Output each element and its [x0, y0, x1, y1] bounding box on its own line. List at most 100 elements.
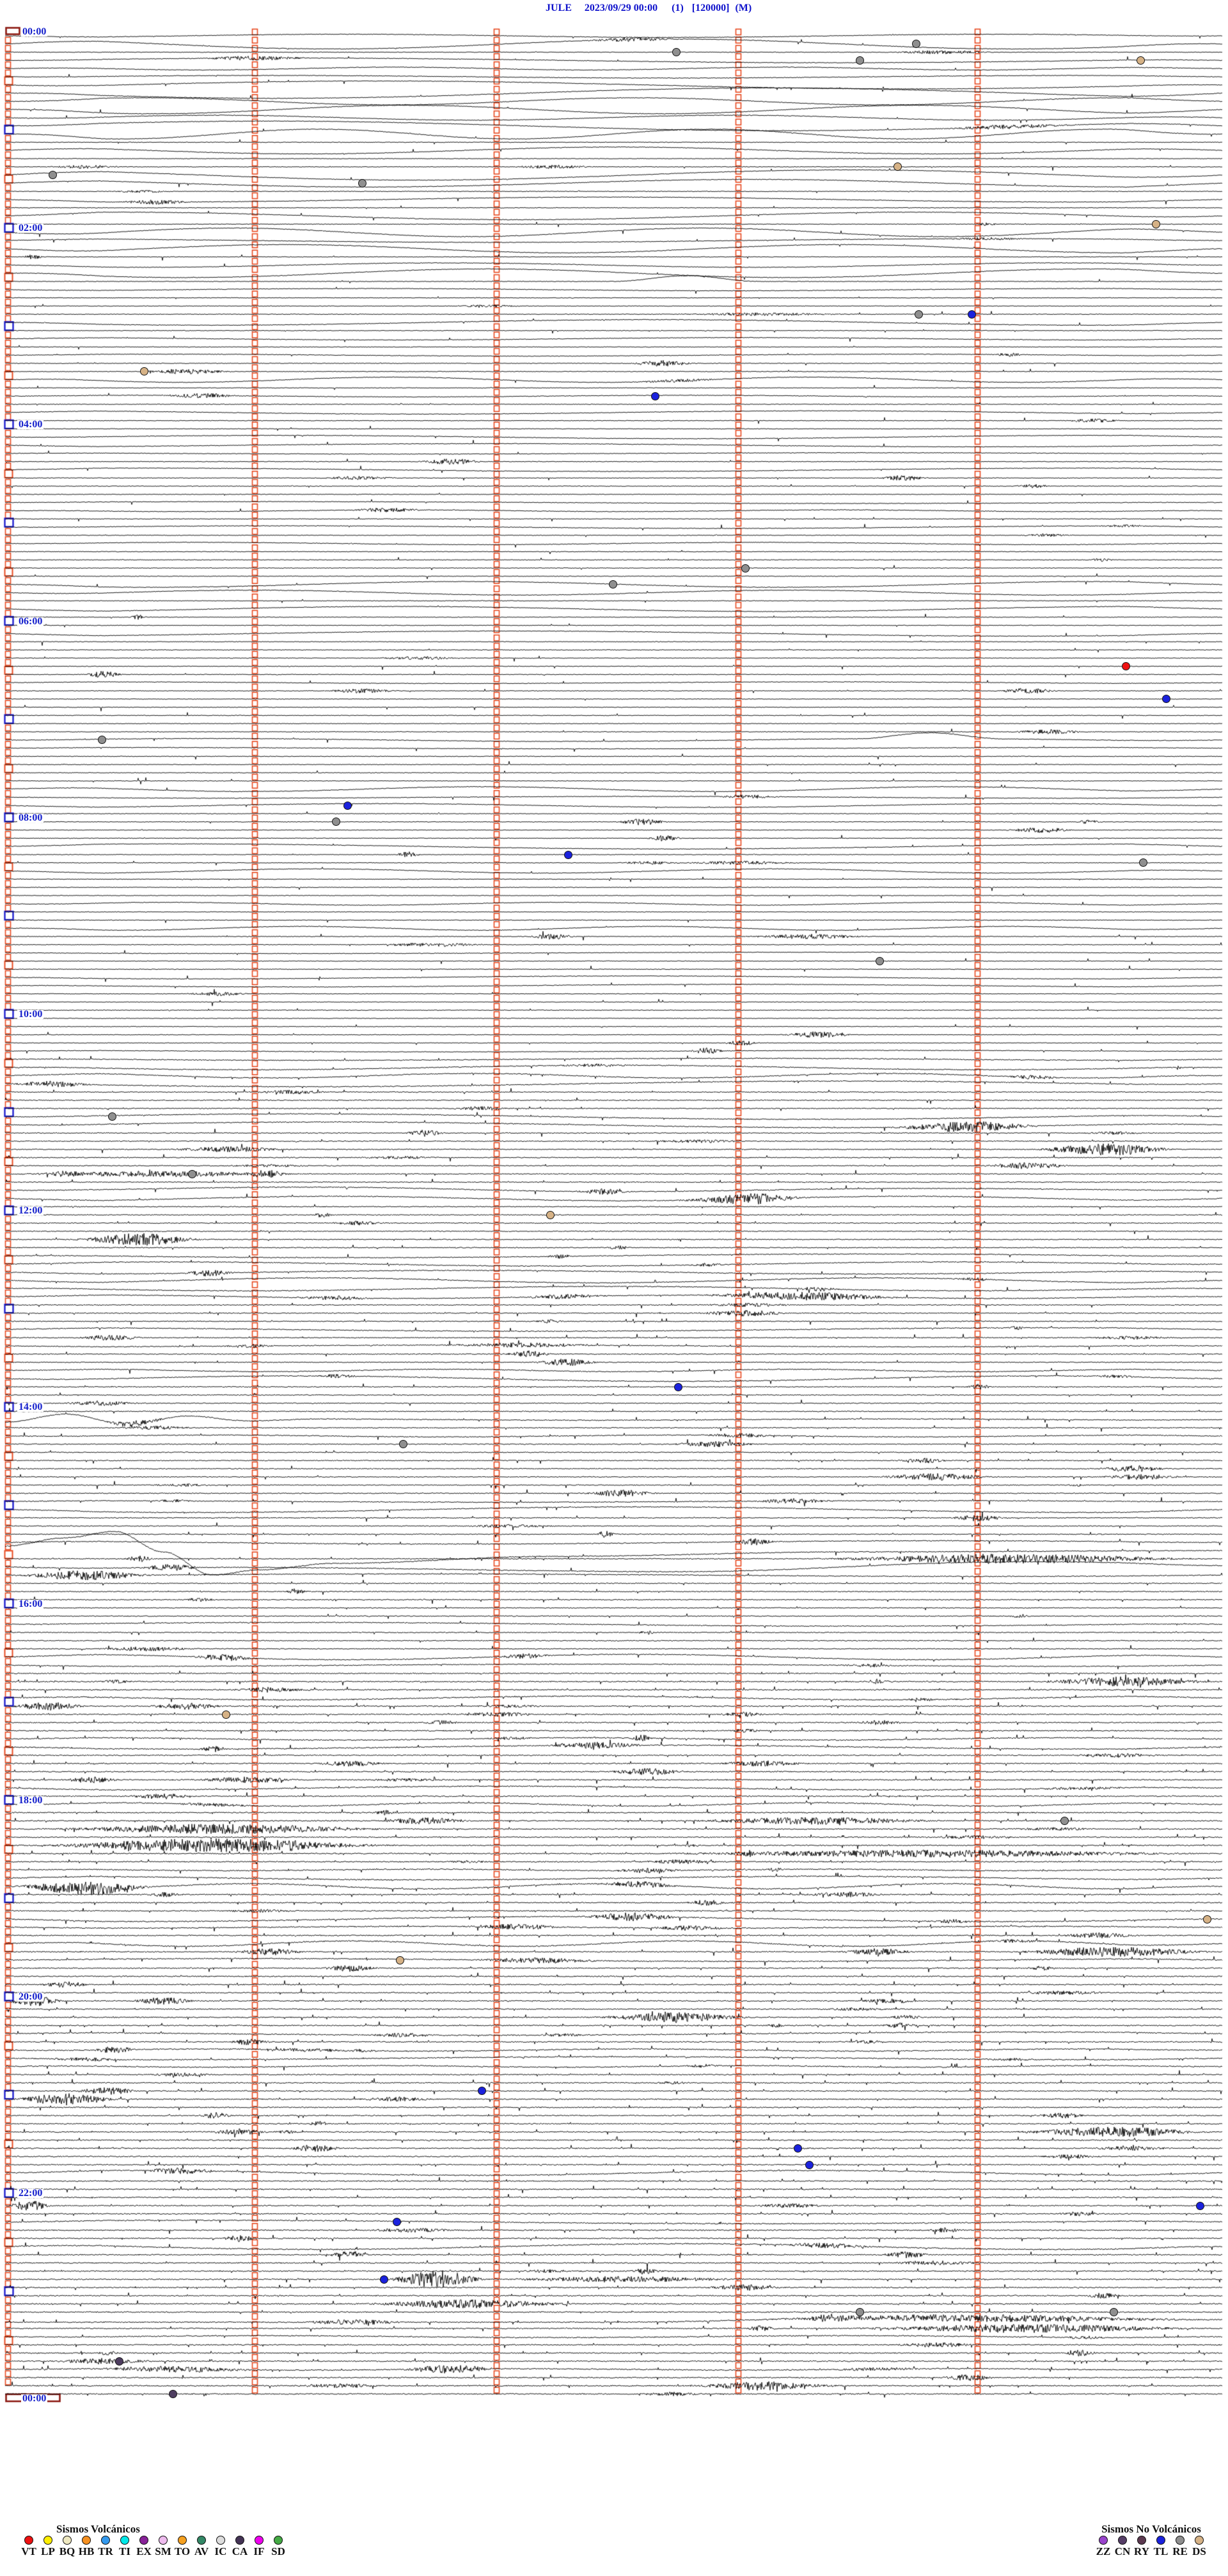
event-marker-TL[interactable]	[793, 2144, 802, 2153]
legend-item-TO: TO	[173, 2536, 192, 2558]
legend-item-EX: EX	[134, 2536, 154, 2558]
legend-swatch-BQ	[63, 2536, 72, 2545]
event-marker-RE[interactable]	[97, 736, 106, 745]
event-marker-RE[interactable]	[741, 564, 750, 573]
time-label: 02:00	[17, 223, 44, 234]
event-marker-TL[interactable]	[379, 2275, 388, 2284]
legend-swatch-DS	[1195, 2536, 1204, 2545]
legend-code: TR	[98, 2545, 113, 2557]
event-marker-DS[interactable]	[1202, 1915, 1211, 1924]
event-marker-TL[interactable]	[1161, 695, 1170, 704]
event-marker-DS[interactable]	[395, 1956, 404, 1964]
legend-code: ZZ	[1096, 2545, 1111, 2557]
event-marker-RE[interactable]	[608, 580, 617, 589]
legend-code: AV	[194, 2545, 209, 2557]
legend-code: DS	[1192, 2545, 1206, 2557]
legend-item-AV: AV	[192, 2536, 211, 2558]
legend-code: HB	[78, 2545, 95, 2557]
event-marker-RE[interactable]	[1109, 2307, 1118, 2316]
time-label: 04:00	[17, 419, 44, 431]
legend-code: TO	[174, 2545, 191, 2557]
legend-item-RY: RY	[1132, 2536, 1151, 2558]
event-marker-RE[interactable]	[398, 1440, 407, 1449]
time-label: 08:00	[17, 812, 44, 823]
event-marker-RE[interactable]	[1060, 1816, 1069, 1825]
legend-swatch-CA	[235, 2536, 244, 2545]
legend-code: CN	[1114, 2545, 1131, 2557]
event-marker-TL[interactable]	[343, 801, 352, 810]
time-label: 18:00	[17, 1794, 44, 1806]
event-marker-RE[interactable]	[672, 48, 681, 57]
legend-swatch-AV	[197, 2536, 206, 2545]
event-marker-RE[interactable]	[855, 56, 864, 65]
legend-swatch-ZZ	[1099, 2536, 1108, 2545]
event-marker-DS[interactable]	[893, 162, 902, 171]
legend-item-VT: VT	[19, 2536, 38, 2558]
time-label: 00:00	[21, 2393, 48, 2405]
legend-item-ZZ: ZZ	[1094, 2536, 1113, 2558]
event-marker-TL[interactable]	[477, 2087, 486, 2096]
event-marker-DS[interactable]	[1151, 219, 1160, 228]
event-marker-RE[interactable]	[48, 171, 57, 180]
event-marker-DS[interactable]	[221, 1710, 230, 1719]
legend-item-CA: CA	[230, 2536, 249, 2558]
event-marker-CN[interactable]	[114, 2357, 123, 2366]
event-marker-RE[interactable]	[358, 178, 366, 187]
legend-swatch-SD	[274, 2536, 283, 2545]
event-marker-TL[interactable]	[563, 850, 572, 859]
legend-item-TI: TI	[115, 2536, 134, 2558]
legend-code: TI	[119, 2545, 130, 2557]
legend-code: VT	[21, 2545, 36, 2557]
time-label: 12:00	[17, 1205, 44, 1217]
event-marker-TL[interactable]	[650, 391, 659, 400]
event-marker-TL[interactable]	[673, 1382, 682, 1391]
legend-item-HB: HB	[77, 2536, 96, 2558]
legend-non-volcanic-items: ZZ CN RY TL RE DS	[1094, 2536, 1209, 2558]
page-title: JULE 2023/09/29 00:00 (1) [120000] (M)	[546, 3, 752, 14]
legend-item-RE: RE	[1170, 2536, 1190, 2558]
event-marker-TL[interactable]	[805, 2160, 814, 2169]
event-marker-TL[interactable]	[1195, 2201, 1204, 2210]
event-marker-DS[interactable]	[1136, 56, 1145, 65]
legend-volcanic: Sismos Volcánicos VT LP BQ HB TR TI EX SM TO AV IC…	[19, 2523, 288, 2558]
event-marker-DS[interactable]	[546, 1210, 555, 1219]
legend-code: IC	[214, 2545, 227, 2557]
legend-swatch-EX	[139, 2536, 148, 2545]
legend-code: BQ	[59, 2545, 75, 2557]
legend-swatch-RE	[1176, 2536, 1185, 2545]
event-marker-VT[interactable]	[1121, 662, 1130, 671]
event-marker-RE[interactable]	[914, 310, 923, 319]
event-marker-RE[interactable]	[1138, 858, 1147, 867]
time-label: 20:00	[17, 1991, 44, 2002]
legend-swatch-TO	[178, 2536, 187, 2545]
legend-item-TL: TL	[1151, 2536, 1170, 2558]
legend-swatch-TR	[101, 2536, 110, 2545]
event-marker-RE[interactable]	[855, 2307, 864, 2316]
title-amplitude-scale: [120000]	[691, 3, 730, 13]
event-marker-DS[interactable]	[139, 367, 148, 376]
legend-non-volcanic: Sismos No Volcánicos ZZ CN RY TL RE DS	[1094, 2523, 1209, 2558]
legend-swatch-IF	[255, 2536, 264, 2545]
legend-item-IF: IF	[249, 2536, 269, 2558]
event-marker-TL[interactable]	[967, 310, 976, 319]
legend-swatch-VT	[24, 2536, 33, 2545]
legend-item-TR: TR	[96, 2536, 115, 2558]
event-marker-TL[interactable]	[392, 2218, 401, 2227]
legend-volcanic-title: Sismos Volcánicos	[56, 2523, 140, 2535]
legend-item-IC: IC	[211, 2536, 230, 2558]
legend-swatch-CN	[1118, 2536, 1127, 2545]
event-marker-RE[interactable]	[331, 818, 340, 826]
event-marker-RE[interactable]	[107, 1112, 116, 1121]
legend-item-LP: LP	[38, 2536, 58, 2558]
title-station-name: JULE	[546, 3, 572, 13]
event-marker-CN[interactable]	[168, 2389, 177, 2398]
legend-code: CA	[232, 2545, 248, 2557]
event-marker-RE[interactable]	[911, 40, 920, 49]
legend-code: TL	[1153, 2545, 1169, 2557]
event-marker-RE[interactable]	[875, 956, 884, 965]
event-marker-RE[interactable]	[187, 1169, 196, 1178]
legend-swatch-TI	[120, 2536, 129, 2545]
legend-code: EX	[136, 2545, 152, 2557]
